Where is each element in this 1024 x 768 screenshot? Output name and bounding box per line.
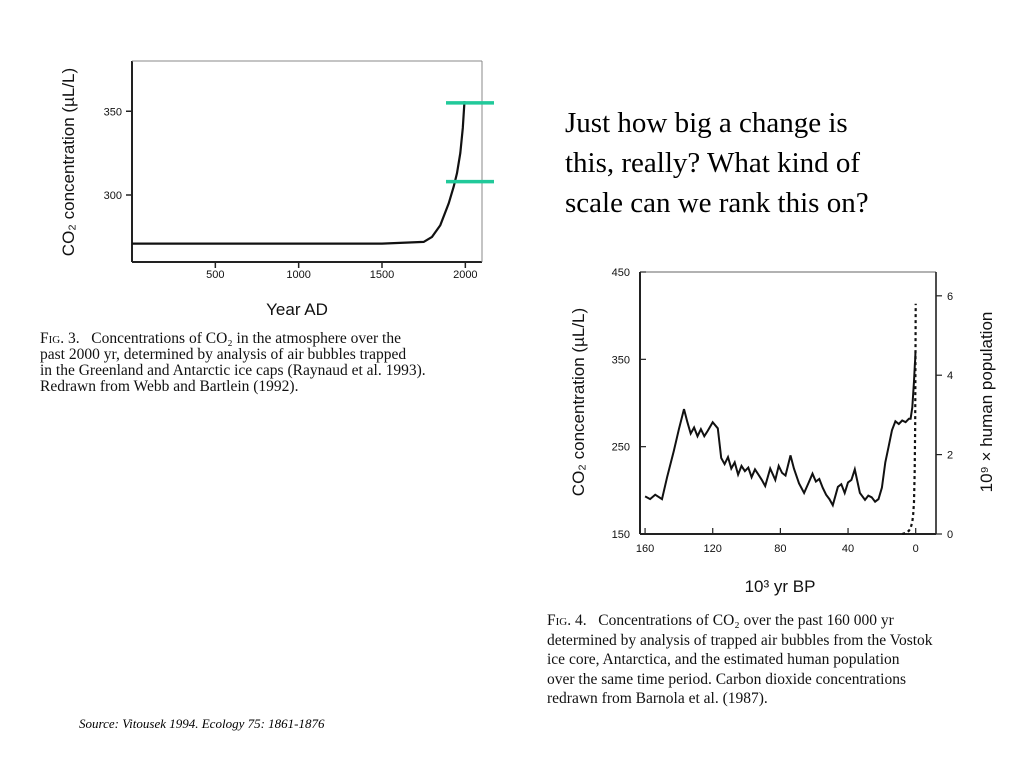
fig4-xtick-label: 40: [842, 543, 854, 555]
fig3-caption-line2: past 2000 yr, determined by analysis of …: [40, 346, 407, 363]
fig4-xtick-label: 160: [636, 543, 654, 555]
source-citation: Source: Vitousek 1994. Ecology 75: 1861-…: [79, 716, 325, 731]
fig4-ytick-label: 150: [612, 529, 630, 541]
fig3-xtick-label: 1000: [286, 269, 310, 281]
fig3-caption-label: Fig. 3.: [40, 330, 80, 347]
fig4-xtick-label: 0: [913, 543, 919, 555]
fig4-xlabel: 10³ yr BP: [745, 577, 816, 596]
fig4-xtick-label: 80: [774, 543, 786, 555]
fig4-y2tick-label: 6: [947, 291, 953, 303]
fig4-caption-line3: ice core, Antarctica, and the estimated …: [547, 651, 900, 668]
fig4-co2-line: [644, 350, 917, 508]
fig3-caption-line3: in the Greenland and Antarctic ice caps …: [40, 362, 426, 379]
fig4-ytick-label: 250: [612, 442, 630, 454]
fig4-ticks: 160 120 80 40 0 150 250 350 450 0 2 4 6: [612, 267, 953, 555]
fig3-ytick-label: 300: [104, 190, 122, 202]
fig3-caption-line1: Fig. 3. Concentrations of CO₂ in the atm…: [40, 331, 530, 347]
fig3-caption-text1: Concentrations of CO₂ in the atmosphere …: [91, 330, 401, 347]
fig3-caption: Fig. 3. Concentrations of CO₂ in the atm…: [40, 331, 530, 395]
fig3-caption-line4: Redrawn from Webb and Bartlein (1992).: [40, 378, 299, 395]
fig3-ylabel: CO₂ concentration (µL/L): [59, 68, 78, 256]
fig4-y2tick-label: 0: [947, 529, 953, 541]
fig4-caption-line5: redrawn from Barnola et al. (1987).: [547, 690, 768, 707]
fig4-plot-frame: [639, 271, 937, 535]
fig3-xtick-label: 1500: [370, 269, 394, 281]
fig4-caption-line4: over the same time period. Carbon dioxid…: [547, 670, 906, 688]
fig3-xtick-label: 2000: [453, 269, 477, 281]
fig4-y2tick-label: 2: [947, 450, 953, 462]
question-line1: Just how big a change is: [565, 107, 848, 139]
fig4-ylabel: CO₂ concentration (µL/L): [569, 308, 588, 496]
fig4-caption-line1: Fig. 4. Concentrations of CO₂ over the p…: [547, 611, 1017, 631]
fig4-ytick-label: 350: [612, 354, 630, 366]
question-line2: this, really? What kind of: [565, 147, 861, 179]
fig4-y2tick-label: 4: [947, 370, 953, 382]
fig3-chart: 500 1000 1500 2000 300 350 Year AD CO₂ concen…: [59, 60, 494, 319]
fig4-y2label: 10⁹ × human population: [977, 312, 996, 493]
fig3-ticks: 500 1000 1500 2000 300 350: [104, 106, 478, 281]
fig3-co2-line: [132, 101, 466, 245]
fig4-xtick-label: 120: [704, 543, 722, 555]
fig3-markers: [446, 101, 494, 184]
fig3-xlabel: Year AD: [266, 300, 328, 319]
fig4-chart: 160 120 80 40 0 150 250 350 450 0 2 4 6 10³ yr BP CO…: [569, 267, 996, 596]
fig4-ytick-label: 450: [612, 267, 630, 279]
question-line3: scale can we rank this on?: [565, 187, 869, 219]
question-text: Just how big a change is this, really? W…: [565, 103, 1005, 223]
fig4-caption-line2: determined by analysis of trapped air bu…: [547, 631, 933, 649]
fig4-population-line: [901, 303, 917, 536]
fig3-plot-frame: [131, 60, 483, 263]
fig4-caption-text1: Concentrations of CO₂ over the past 160 …: [598, 612, 894, 629]
fig3-ytick-label: 350: [104, 106, 122, 118]
fig4-caption-label: Fig. 4.: [547, 612, 587, 629]
fig4-caption: Fig. 4. Concentrations of CO₂ over the p…: [547, 611, 1017, 709]
fig3-xtick-label: 500: [206, 269, 224, 281]
